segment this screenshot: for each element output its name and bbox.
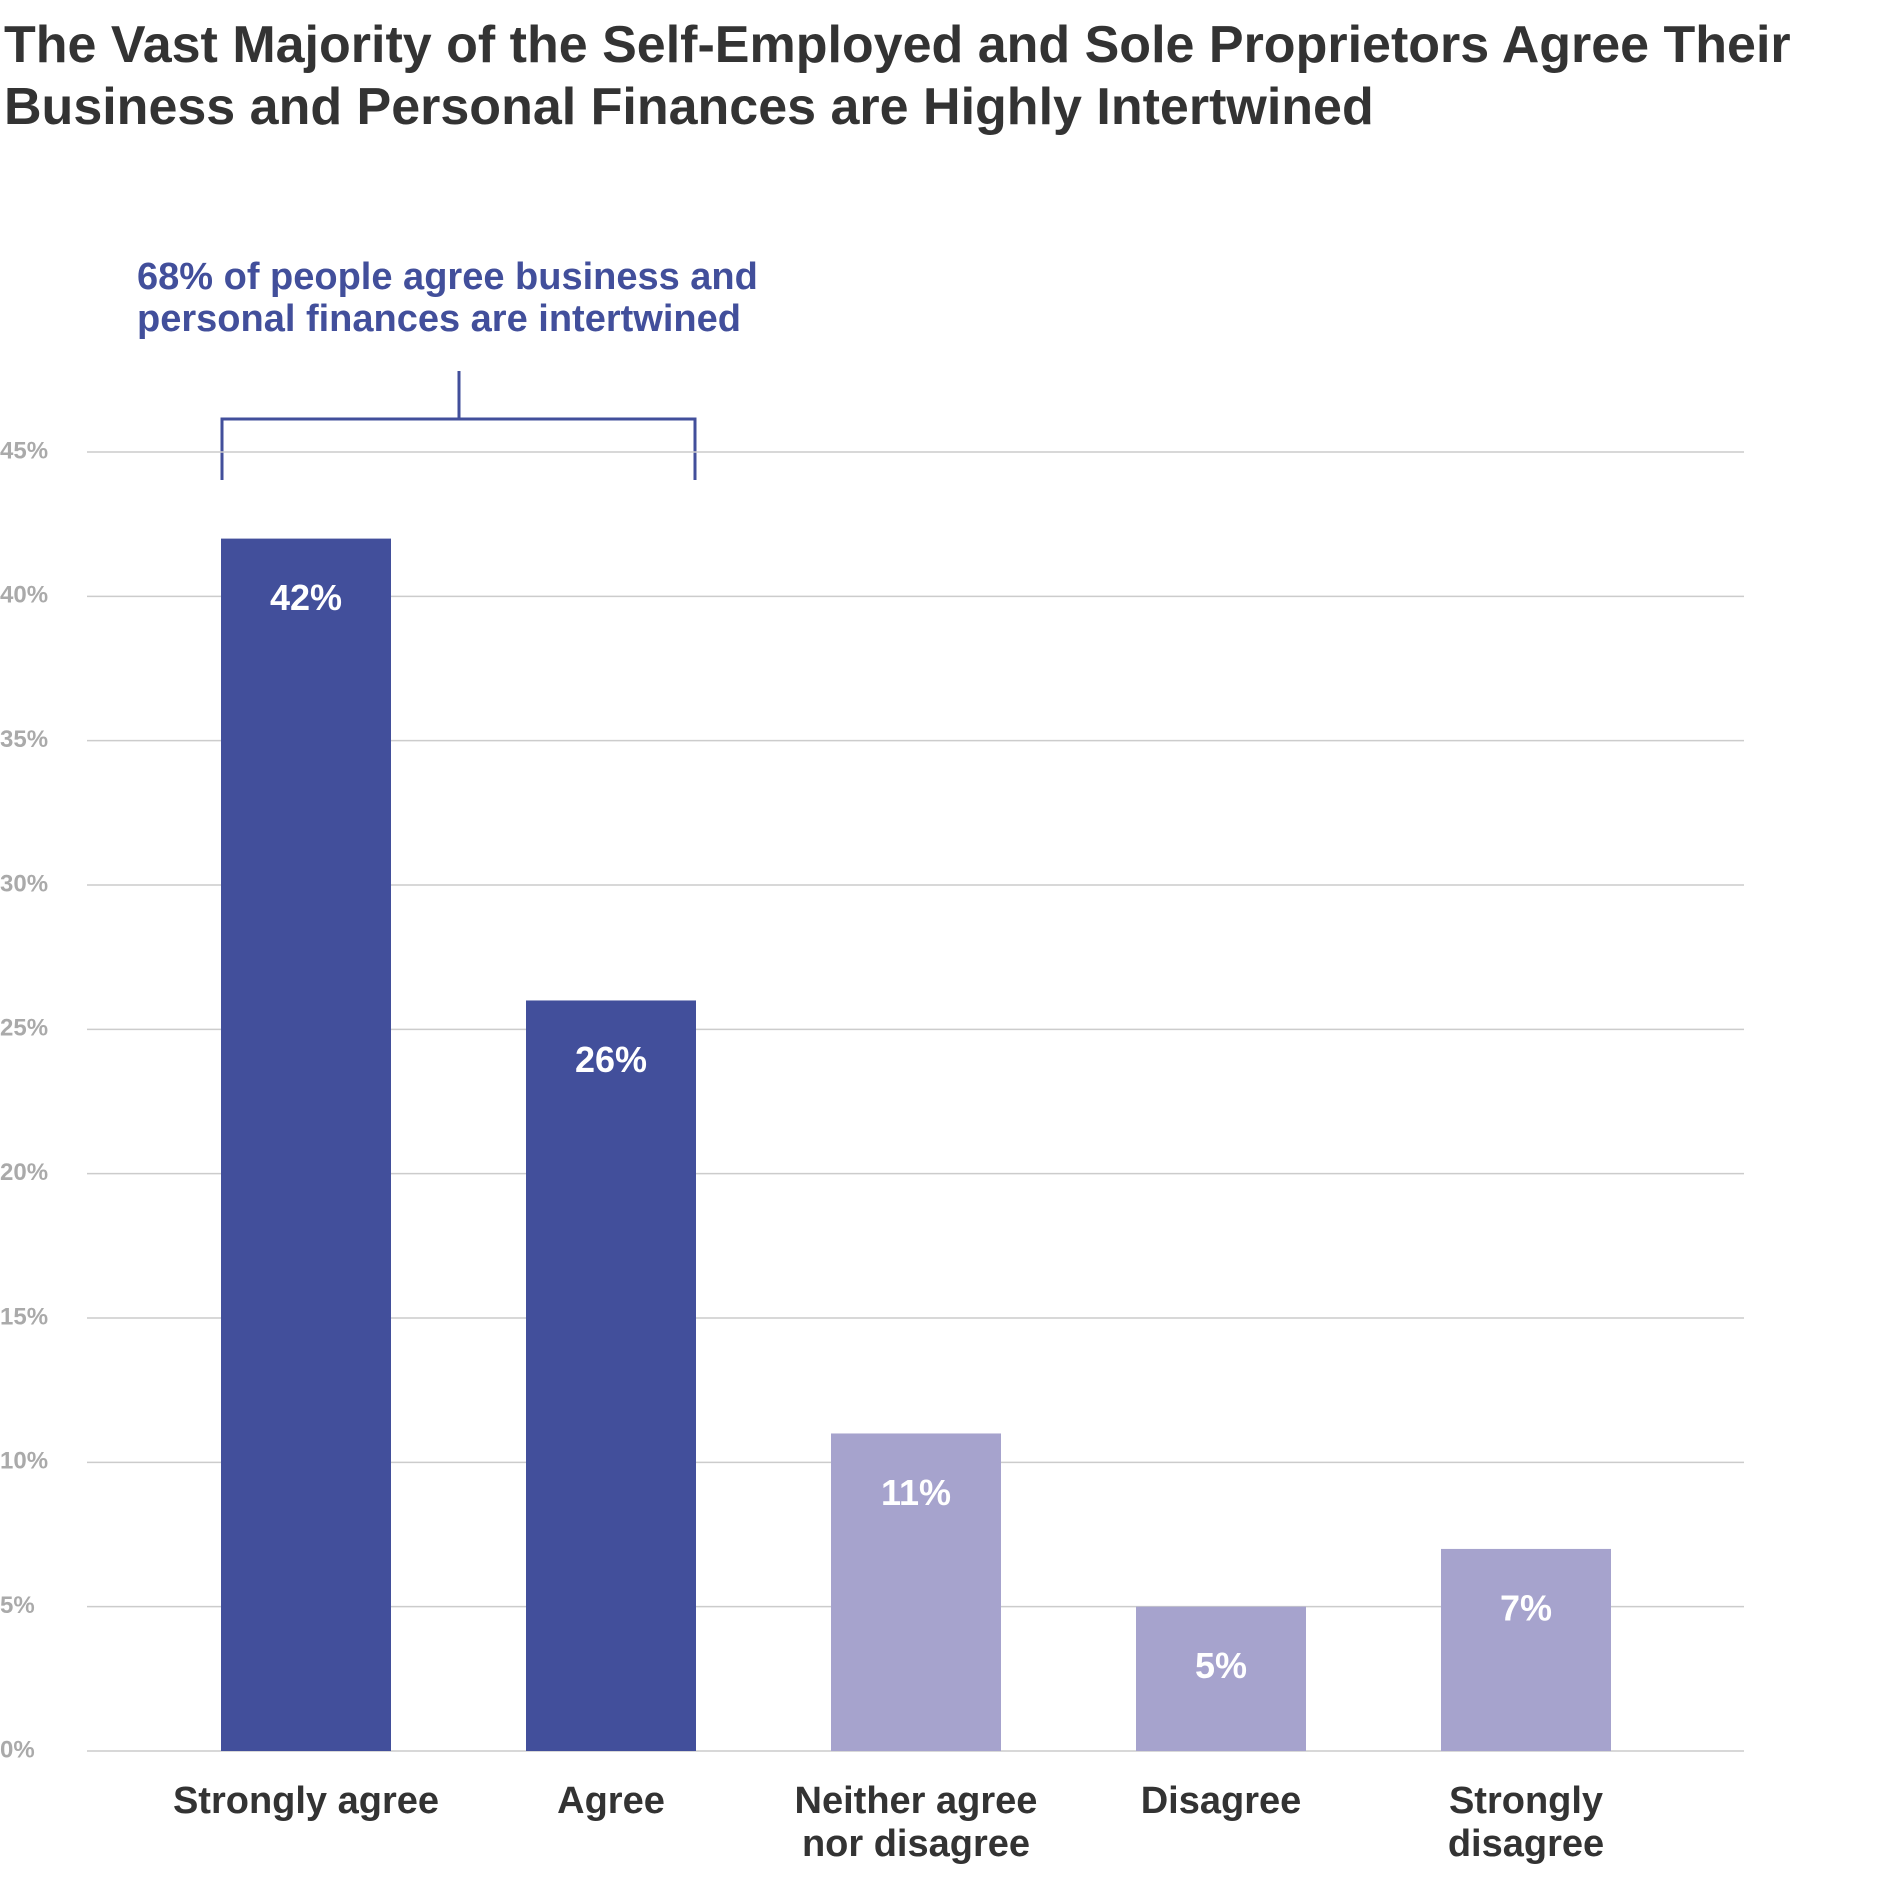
annotation: 68% of people agree business and persona… bbox=[137, 256, 758, 340]
y-tick-label: 20% bbox=[0, 1159, 48, 1186]
chart-title: The Vast Majority of the Self-Employed a… bbox=[4, 16, 1791, 136]
y-tick-label: 5% bbox=[0, 1592, 35, 1619]
y-tick-label: 35% bbox=[0, 726, 48, 753]
data-label: 7% bbox=[1500, 1587, 1552, 1628]
bar bbox=[1441, 1548, 1611, 1751]
bar bbox=[526, 1000, 696, 1751]
y-tick-label: 25% bbox=[0, 1015, 48, 1042]
x-tick-label: Disagree bbox=[1140, 1780, 1302, 1822]
y-tick-label: 10% bbox=[0, 1448, 48, 1475]
x-tick-label: Strongly disagree bbox=[1447, 1780, 1605, 1865]
x-tick-label: Strongly agree bbox=[172, 1780, 440, 1822]
data-label: 11% bbox=[881, 1472, 951, 1513]
bar bbox=[831, 1433, 1001, 1751]
data-label: 5% bbox=[1195, 1645, 1247, 1686]
y-tick-label: 0% bbox=[0, 1736, 35, 1763]
y-tick-label: 40% bbox=[0, 582, 48, 609]
y-tick-label: 30% bbox=[0, 870, 48, 897]
data-label: 42% bbox=[270, 577, 342, 618]
x-tick-label: Agree bbox=[557, 1780, 665, 1822]
bar bbox=[221, 538, 391, 1751]
x-tick-label: Neither agree nor disagree bbox=[794, 1780, 1038, 1865]
y-tick-label: 15% bbox=[0, 1303, 48, 1330]
y-tick-label: 45% bbox=[0, 437, 48, 464]
bracket bbox=[220, 371, 697, 480]
bar bbox=[1136, 1606, 1306, 1751]
data-label: 26% bbox=[575, 1039, 647, 1080]
